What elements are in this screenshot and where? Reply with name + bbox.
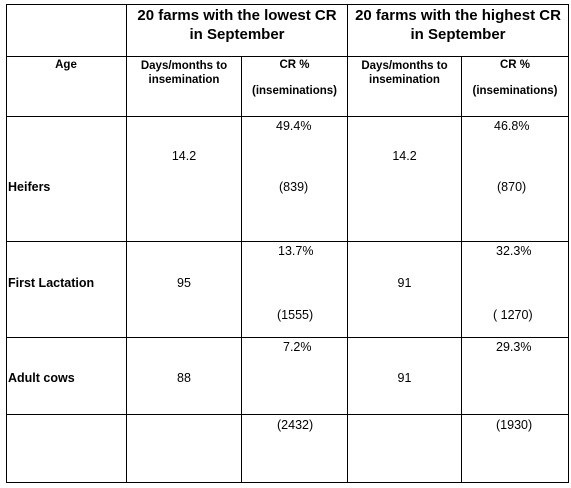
table-border-left [6,4,7,483]
group-header-highest: 20 farms with the highest CR in Septembe… [348,6,568,44]
cr-header-line1: CR % [279,59,310,71]
adult-cows-cr-low: 7.2% [283,340,312,354]
group-header-highest-line2: in September [410,26,506,43]
cr-header-line1: CR % [499,59,531,71]
days-header-line1: Days/months to [361,60,448,72]
group-header-lowest-line2: in September [189,26,285,43]
row-label-first-lactation: First Lactation [8,276,95,290]
first-lactation-inseminations-high: ( 1270) [493,308,533,322]
heifers-cr-high: 46.8% [494,119,530,133]
first-lactation-inseminations-low: (1555) [277,308,314,322]
first-lactation-days-low: 95 [177,276,191,290]
heifers-inseminations-low: (839) [279,180,309,194]
column-header-cr-low: CR % (inseminations) [242,59,347,97]
row-divider-4 [6,414,569,415]
col-divider-1 [126,4,127,483]
table-border-top [6,4,569,5]
cr-header-line2: (inseminations) [472,85,558,97]
col-divider-4 [461,56,462,483]
cr-header-line2: (inseminations) [252,85,337,97]
heifers-inseminations-high: (870) [497,180,527,194]
days-header-line1: Days/months to [140,60,228,72]
heifers-days-high: 14.2 [392,149,417,163]
heifers-cr-low: 49.4% [276,119,312,133]
adult-cows-days-low: 88 [177,371,191,385]
row-label-adult-cows: Adult cows [8,371,75,385]
group-header-lowest: 20 farms with the lowest CR in September [127,6,347,44]
row-label-heifers: Heifers [8,180,51,194]
table-border-bottom [6,482,569,483]
column-header-days-high: Days/months to insemination [348,59,461,87]
group-header-lowest-line1: 20 farms with the lowest CR [137,7,337,24]
column-header-age: Age [55,59,77,71]
col-divider-2 [241,56,242,483]
heifers-days-low: 14.2 [171,149,197,163]
group-header-highest-line1: 20 farms with the highest CR [355,7,561,24]
row-divider-3 [6,337,569,338]
first-lactation-cr-low: 13.7% [278,244,314,258]
first-lactation-days-high: 91 [397,276,412,290]
column-header-cr-high: CR % (inseminations) [462,59,568,97]
adult-cows-inseminations-low: (2432) [277,418,314,432]
column-header-days-low: Days/months to insemination [127,59,241,87]
first-lactation-cr-high: 32.3% [496,244,532,258]
days-header-line2: insemination [148,74,220,86]
adult-cows-days-high: 91 [397,371,412,385]
col-divider-3 [347,4,348,483]
header-divider [6,56,569,57]
table-border-right [568,4,569,483]
adult-cows-inseminations-high: (1930) [496,418,533,432]
adult-cows-cr-high: 29.3% [496,340,532,354]
row-divider-1 [6,116,569,117]
row-divider-2 [6,241,569,242]
days-header-line2: insemination [369,74,440,86]
